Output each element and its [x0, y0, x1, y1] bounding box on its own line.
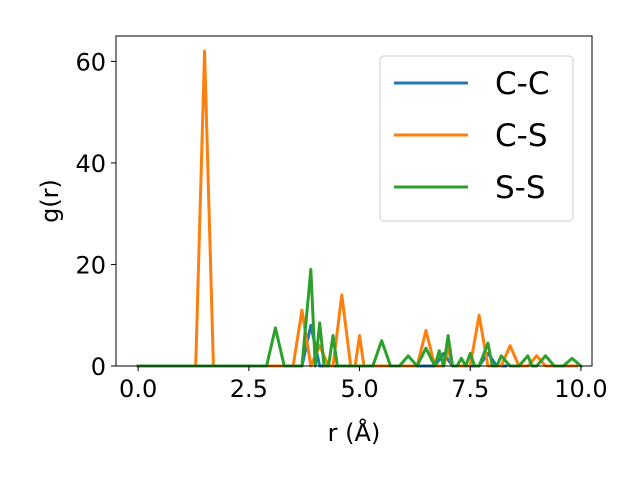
x-tick-label: 7.5 [451, 375, 489, 403]
legend-label-c-c: C-C [495, 66, 549, 102]
y-axis-label: g(r) [36, 179, 64, 223]
x-axis-label: r (Å) [328, 418, 381, 447]
axes-frame [115, 35, 593, 367]
x-tick-label: 5.0 [340, 375, 378, 403]
axes-group: 0.0 2.5 5.0 7.5 10.0 0 20 40 60 [75, 35, 608, 403]
y-tick-label: 40 [75, 150, 106, 178]
y-tick-label: 20 [75, 251, 106, 279]
legend: C-C C-S S-S [379, 55, 574, 222]
y-tick-label: 60 [75, 48, 106, 76]
x-tick-label: 0.0 [119, 375, 157, 403]
series-line-s-s [136, 268, 584, 369]
x-tick-label: 10.0 [554, 375, 607, 403]
legend-frame [379, 55, 574, 222]
legend-label-c-s: C-S [495, 118, 548, 154]
legend-label-s-s: S-S [495, 170, 546, 206]
y-tick-label: 0 [91, 353, 106, 381]
x-tick-label: 2.5 [230, 375, 268, 403]
